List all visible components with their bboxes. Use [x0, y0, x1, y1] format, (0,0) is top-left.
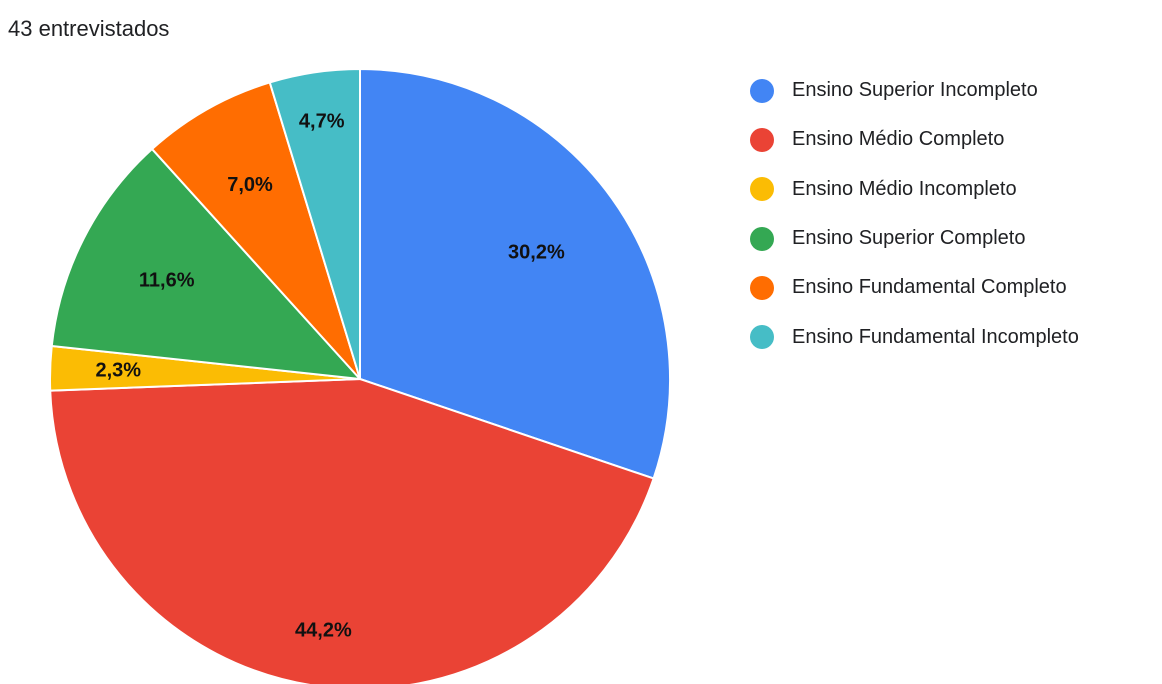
pie-slice-superior-completo[interactable]	[50, 147, 363, 381]
data-label-medio-completo: 44,2%	[295, 620, 352, 642]
chart-legend: Ensino Superior Incompleto Ensino Médio C…	[750, 66, 1079, 362]
data-label-superior-incompleto: 30,2%	[508, 242, 565, 264]
legend-item-medio-completo[interactable]: Ensino Médio Completo	[750, 115, 1079, 164]
legend-label: Ensino Fundamental Completo	[792, 276, 1067, 299]
pie-slice-superior-incompleto[interactable]	[359, 67, 671, 480]
pie-slice-fundamental-incompleto[interactable]	[268, 67, 361, 380]
legend-label: Ensino Fundamental Incompleto	[792, 325, 1079, 348]
pie-chart: 30,2% 44,2% 2,3% 11,6% 7,0% 4,7%	[49, 67, 671, 684]
pie-slice-medio-completo[interactable]	[49, 377, 655, 684]
legend-swatch	[750, 226, 774, 251]
pie-slice-fundamental-completo[interactable]	[150, 81, 361, 380]
legend-swatch	[750, 127, 774, 152]
chart-subtitle: 43 entrevistados	[8, 16, 170, 41]
legend-item-medio-incompleto[interactable]: Ensino Médio Incompleto	[750, 165, 1079, 214]
data-label-fundamental-incompleto: 4,7%	[299, 110, 345, 132]
data-label-superior-completo: 11,6%	[139, 270, 195, 292]
legend-item-superior-completo[interactable]: Ensino Superior Completo	[750, 214, 1079, 263]
legend-item-superior-incompleto[interactable]: Ensino Superior Incompleto	[750, 66, 1079, 115]
legend-item-fundamental-incompleto[interactable]: Ensino Fundamental Incompleto	[750, 312, 1079, 361]
legend-swatch	[750, 275, 774, 300]
legend-label: Ensino Superior Completo	[792, 227, 1026, 250]
legend-label: Ensino Superior Incompleto	[792, 79, 1038, 102]
data-label-medio-incompleto: 2,3%	[96, 360, 142, 382]
legend-swatch	[750, 177, 774, 202]
legend-swatch	[750, 78, 774, 103]
legend-item-fundamental-completo[interactable]: Ensino Fundamental Completo	[750, 263, 1079, 312]
data-label-fundamental-completo: 7,0%	[227, 174, 273, 196]
legend-swatch	[750, 325, 774, 350]
legend-label: Ensino Médio Completo	[792, 128, 1005, 151]
legend-label: Ensino Médio Incompleto	[792, 177, 1017, 200]
